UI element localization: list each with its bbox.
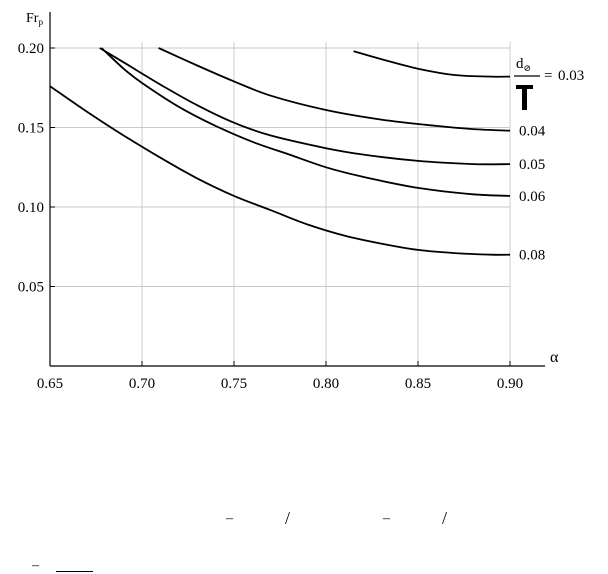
y-axis-title-sub: p xyxy=(38,17,43,27)
labels-layer: 0.65 0.70 0.75 0.80 0.85 0.90 0.05 0.10 0.15 0.20… xyxy=(18,41,585,392)
series-line-0-04 xyxy=(158,47,511,132)
series-label-0-05: 0.05 xyxy=(519,157,545,173)
x-tick-label: 0.85 xyxy=(405,376,431,392)
x-tick-label: 0.65 xyxy=(37,376,63,392)
x-tick-label: 0.80 xyxy=(313,376,339,392)
legend-numerator-main: d xyxy=(516,56,524,72)
x-tick-label: 0.75 xyxy=(221,376,247,392)
series-label-0-04: 0.04 xyxy=(519,124,546,140)
axes-layer xyxy=(49,12,545,367)
y-tick-label: 0.05 xyxy=(18,280,44,296)
fragment-mark: / xyxy=(442,508,448,528)
x-tick-label: 0.90 xyxy=(497,376,523,392)
grid-layer xyxy=(50,42,511,366)
cross-marker-icon xyxy=(516,85,533,110)
legend-header: d⊘ = xyxy=(514,56,552,110)
fragment-mark: – xyxy=(226,511,233,526)
legend-fraction-numerator: d⊘ xyxy=(516,56,531,73)
curves-layer xyxy=(49,47,511,256)
y-tick-label: 0.10 xyxy=(18,200,44,216)
series-label-0-08: 0.08 xyxy=(519,248,545,264)
fragment-mark: – xyxy=(32,558,39,573)
legend-equals-sign: = xyxy=(544,68,552,84)
fragment-mark: / xyxy=(285,508,291,528)
series-label-0-03: 0.03 xyxy=(558,68,584,84)
y-tick-label: 0.20 xyxy=(18,41,44,57)
fragment-overline xyxy=(56,571,93,572)
series-line-0-05 xyxy=(99,47,511,166)
x-tick-label: 0.70 xyxy=(129,376,155,392)
series-line-0-08 xyxy=(49,85,511,256)
y-axis-title-main: Fr xyxy=(26,11,39,26)
x-axis-title: α xyxy=(550,349,559,366)
y-axis-title: Frp xyxy=(26,11,43,27)
legend-numerator-sub: ⊘ xyxy=(524,63,532,73)
series-label-0-06: 0.06 xyxy=(519,189,546,205)
series-line-0-06 xyxy=(100,47,511,197)
y-tick-label: 0.15 xyxy=(18,121,44,137)
series-line-0-03 xyxy=(353,50,511,78)
fragment-mark: – xyxy=(383,511,390,526)
